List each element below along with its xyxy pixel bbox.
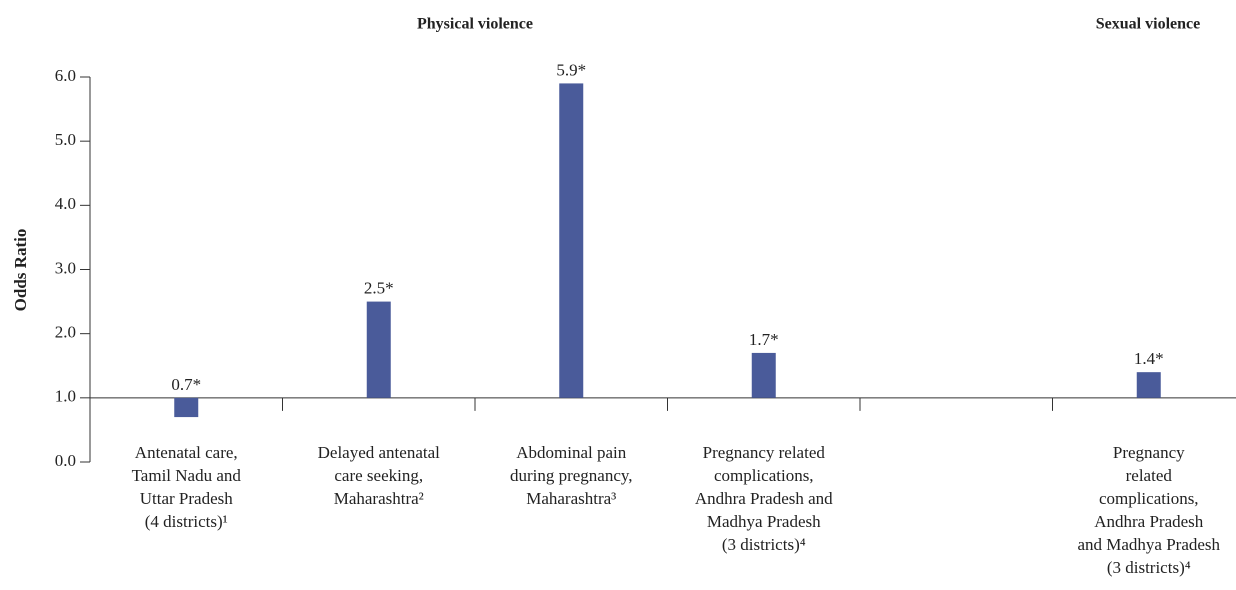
bar — [174, 397, 199, 418]
bar — [751, 352, 776, 398]
y-tick-label: 4.0 — [55, 194, 76, 213]
bar — [366, 301, 391, 398]
group-label: Sexual violence — [1096, 16, 1200, 33]
bar — [559, 83, 584, 398]
value-label: 5.9* — [556, 60, 586, 79]
y-tick-label: 2.0 — [55, 323, 76, 342]
x-tick-label: Abdominal pain during pregnancy, Maharasht… — [510, 443, 633, 508]
bar — [1136, 372, 1161, 398]
value-label: 1.7* — [749, 330, 779, 349]
value-label: 2.5* — [364, 279, 394, 298]
x-tick-label: Pregnancy related complications, Andhra Pra… — [1077, 443, 1220, 577]
group-label: Physical violence — [417, 16, 533, 33]
x-tick-label: Pregnancy related complications, Andhra Pr… — [695, 443, 833, 554]
value-label: 1.4* — [1134, 349, 1164, 368]
y-tick-label: 6.0 — [55, 66, 76, 85]
y-tick-label: 0.0 — [55, 451, 76, 470]
y-tick-label: 1.0 — [55, 387, 76, 406]
y-tick-label: 5.0 — [55, 130, 76, 149]
y-tick-label: 3.0 — [55, 258, 76, 277]
y-axis-label: Odds Ratio — [11, 229, 30, 312]
x-tick-label: Antenatal care, Tamil Nadu and Uttar Prade… — [132, 443, 242, 531]
x-tick-label: Delayed antenatal care seeking, Maharashtr… — [318, 443, 441, 508]
value-label: 0.7* — [171, 375, 201, 394]
